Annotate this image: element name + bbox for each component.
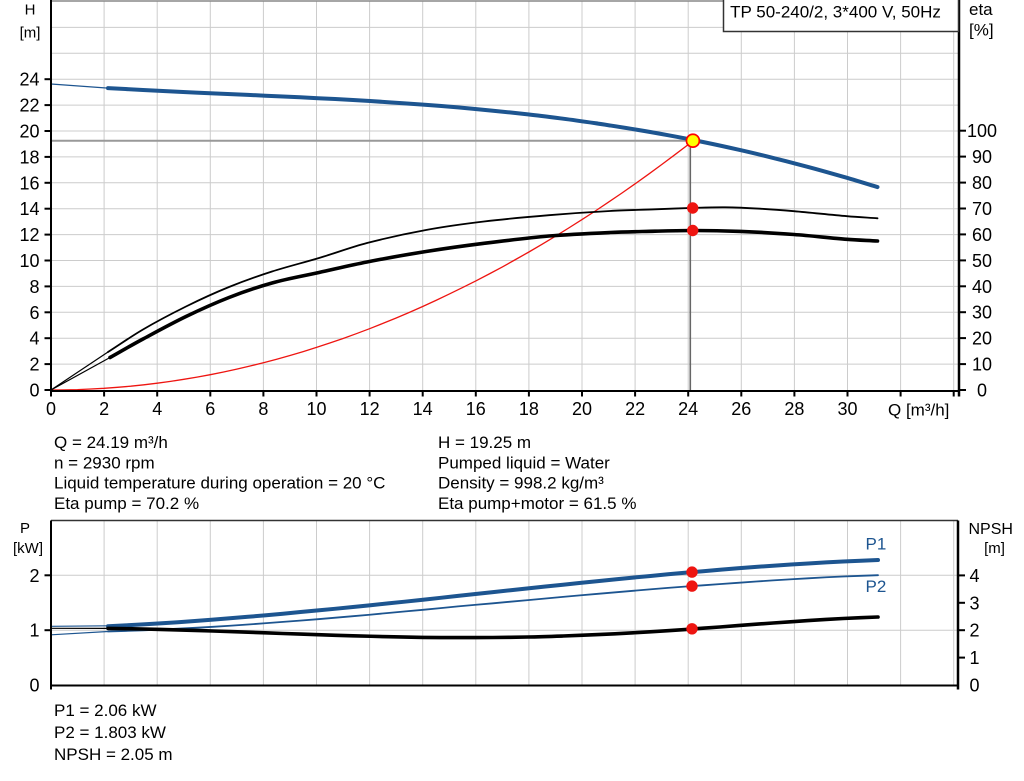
svg-text:1: 1 [29,621,39,641]
svg-text:10: 10 [972,355,992,375]
svg-text:26: 26 [731,399,751,419]
svg-text:24: 24 [19,70,39,90]
svg-text:4: 4 [152,399,162,419]
svg-text:2: 2 [29,566,39,586]
svg-text:H = 19.25 m: H = 19.25 m [438,433,531,452]
svg-text:20: 20 [572,399,592,419]
svg-text:eta: eta [969,0,993,19]
svg-text:0: 0 [29,676,39,696]
svg-text:n = 2930 rpm: n = 2930 rpm [54,453,155,472]
svg-text:100: 100 [967,121,997,141]
svg-text:30: 30 [837,399,857,419]
svg-text:16: 16 [466,399,486,419]
svg-text:1: 1 [969,648,979,668]
svg-text:2: 2 [29,355,39,375]
svg-text:40: 40 [972,277,992,297]
svg-text:[%]: [%] [969,20,994,39]
svg-text:80: 80 [972,173,992,193]
svg-text:6: 6 [205,399,215,419]
svg-text:Eta pump = 70.2 %: Eta pump = 70.2 % [54,494,199,513]
svg-text:10: 10 [306,399,326,419]
svg-text:8: 8 [29,277,39,297]
svg-text:[kW]: [kW] [13,540,43,557]
svg-text:14: 14 [413,399,433,419]
svg-text:Liquid temperature during oper: Liquid temperature during operation = 20… [54,474,385,493]
svg-text:14: 14 [19,199,39,219]
svg-text:30: 30 [972,303,992,323]
svg-text:P2: P2 [866,577,887,596]
svg-text:18: 18 [19,147,39,167]
svg-text:0: 0 [969,676,979,696]
svg-text:24: 24 [678,399,698,419]
svg-text:Pumped liquid = Water: Pumped liquid = Water [438,453,610,472]
svg-text:P1: P1 [866,535,887,554]
svg-text:Q = 24.19 m³/h: Q = 24.19 m³/h [54,433,168,452]
svg-text:4: 4 [29,329,39,349]
svg-text:Density = 998.2 kg/m³: Density = 998.2 kg/m³ [438,474,604,493]
svg-text:2: 2 [99,399,109,419]
svg-text:[m]: [m] [984,540,1005,557]
svg-text:28: 28 [784,399,804,419]
svg-text:60: 60 [972,225,992,245]
svg-text:8: 8 [258,399,268,419]
svg-text:22: 22 [19,96,39,116]
svg-text:2: 2 [969,621,979,641]
svg-text:12: 12 [19,225,39,245]
svg-text:0: 0 [29,381,39,401]
svg-text:0: 0 [46,399,56,419]
svg-text:20: 20 [972,329,992,349]
svg-text:P: P [20,520,30,537]
svg-text:P2 = 1.803 kW: P2 = 1.803 kW [54,723,166,742]
svg-text:12: 12 [360,399,380,419]
svg-text:TP 50-240/2, 3*400 V, 50Hz: TP 50-240/2, 3*400 V, 50Hz [730,3,941,22]
svg-text:6: 6 [29,303,39,323]
svg-text:NPSH = 2.05 m: NPSH = 2.05 m [54,745,173,764]
svg-text:0: 0 [977,381,987,401]
svg-text:20: 20 [19,122,39,142]
svg-text:Eta pump+motor = 61.5 %: Eta pump+motor = 61.5 % [438,494,636,513]
svg-text:70: 70 [972,199,992,219]
svg-text:22: 22 [625,399,645,419]
svg-text:H: H [25,1,36,18]
svg-text:18: 18 [519,399,539,419]
svg-text:50: 50 [972,251,992,271]
svg-text:3: 3 [969,593,979,613]
svg-text:Q [m³/h]: Q [m³/h] [888,401,949,420]
svg-text:P1 = 2.06 kW: P1 = 2.06 kW [54,701,157,720]
svg-text:[m]: [m] [20,24,41,41]
svg-text:90: 90 [972,147,992,167]
svg-text:10: 10 [19,251,39,271]
svg-text:16: 16 [19,173,39,193]
svg-text:4: 4 [969,566,979,586]
svg-text:NPSH: NPSH [969,521,1013,538]
